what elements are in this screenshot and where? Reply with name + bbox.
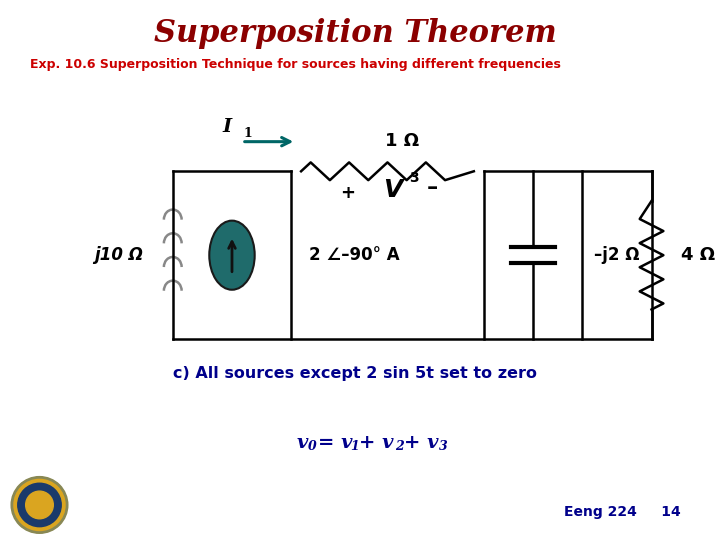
Text: 3: 3 bbox=[409, 171, 419, 185]
Text: 1: 1 bbox=[351, 440, 359, 453]
Text: I: I bbox=[223, 118, 232, 136]
Text: c) All sources except 2 sin 5t set to zero: c) All sources except 2 sin 5t set to ze… bbox=[174, 366, 537, 381]
Text: j10 Ω: j10 Ω bbox=[94, 246, 143, 264]
Text: 4 Ω: 4 Ω bbox=[681, 246, 715, 264]
Text: + v: + v bbox=[404, 434, 438, 452]
Text: 2: 2 bbox=[395, 440, 404, 453]
Text: = v: = v bbox=[318, 434, 352, 452]
Circle shape bbox=[18, 483, 61, 526]
Ellipse shape bbox=[210, 221, 255, 290]
Text: 3: 3 bbox=[439, 440, 448, 453]
Text: + v: + v bbox=[359, 434, 394, 452]
Text: Eeng 224     14: Eeng 224 14 bbox=[564, 505, 681, 519]
Text: 2 ∠–90° A: 2 ∠–90° A bbox=[309, 246, 400, 264]
Text: Exp. 10.6 Superposition Technique for sources having different frequencies: Exp. 10.6 Superposition Technique for so… bbox=[30, 58, 560, 71]
Text: Superposition Theorem: Superposition Theorem bbox=[154, 18, 557, 49]
Text: 1: 1 bbox=[244, 127, 253, 140]
Text: –: – bbox=[426, 178, 438, 198]
Circle shape bbox=[26, 491, 53, 519]
Text: 0: 0 bbox=[308, 440, 317, 453]
Text: v: v bbox=[296, 434, 307, 452]
Text: 1 Ω: 1 Ω bbox=[385, 132, 419, 150]
Text: V: V bbox=[383, 178, 402, 202]
Text: +: + bbox=[341, 184, 356, 202]
Circle shape bbox=[12, 477, 67, 532]
Text: –j2 Ω: –j2 Ω bbox=[594, 246, 640, 264]
